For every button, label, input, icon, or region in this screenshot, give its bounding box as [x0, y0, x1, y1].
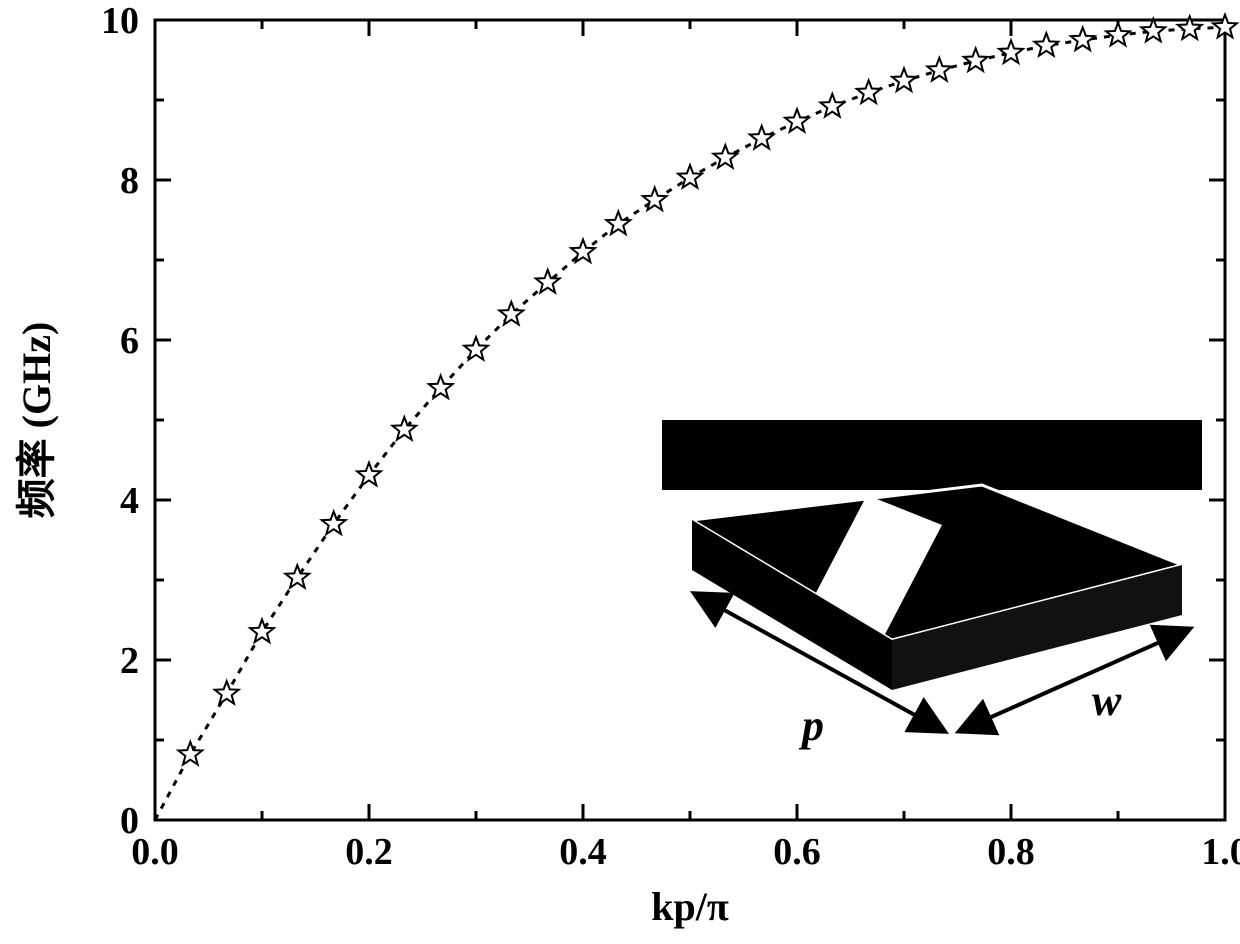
y-tick-label: 10: [101, 0, 139, 42]
x-tick-label: 1.0: [1201, 831, 1240, 873]
dispersion-plot: pw0.00.20.40.60.81.00246810kp/π频率 (GHz): [0, 0, 1240, 944]
x-axis-title: kp/π: [651, 884, 729, 929]
inset-label-p: p: [798, 701, 824, 750]
x-tick-label: 0.2: [345, 831, 393, 873]
figure-root: pw0.00.20.40.60.81.00246810kp/π频率 (GHz): [0, 0, 1240, 944]
y-tick-label: 0: [120, 800, 139, 842]
y-tick-label: 6: [120, 320, 139, 362]
inset-label-w: w: [1092, 676, 1122, 725]
x-tick-label: 0.6: [773, 831, 821, 873]
x-tick-label: 0.4: [559, 831, 607, 873]
y-tick-label: 4: [120, 480, 139, 522]
y-tick-label: 8: [120, 160, 139, 202]
x-tick-label: 0.8: [987, 831, 1035, 873]
y-axis-title: 频率 (GHz): [14, 322, 59, 519]
y-tick-label: 2: [120, 640, 139, 682]
